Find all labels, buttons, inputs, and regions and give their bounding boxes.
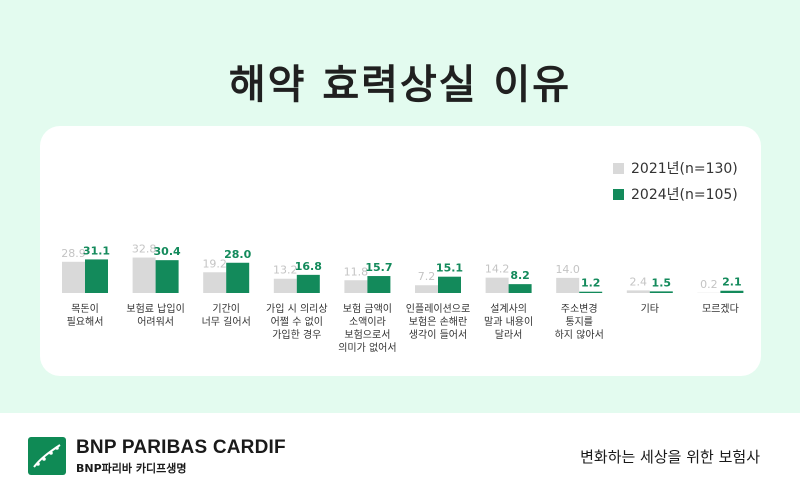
category-label: 기타 — [641, 303, 659, 315]
category-label: 하지 않아서 — [555, 328, 604, 341]
category-label: 의미가 없어서 — [338, 341, 396, 354]
category-label: 어려워서 — [137, 315, 174, 328]
data-label: 15.7 — [365, 261, 392, 274]
data-label: 8.2 — [510, 269, 529, 282]
bar-2024 — [508, 284, 532, 293]
legend-swatch — [613, 162, 624, 174]
category-label: 통지를 — [565, 316, 593, 328]
category-label: 주소변경 — [561, 302, 598, 315]
bar-2021 — [132, 257, 156, 293]
data-label: 0.2 — [700, 278, 718, 291]
legend-item: 2024년(n=105) — [613, 185, 738, 203]
category-label: 보험으로서 — [344, 329, 390, 341]
bar-2024 — [720, 290, 744, 293]
category-label: 인플레이션으로 — [406, 303, 470, 315]
bar-2024 — [438, 276, 461, 293]
category-label: 어쩔 수 없이 — [271, 315, 323, 328]
data-label: 1.2 — [581, 277, 601, 290]
bar-2024 — [579, 291, 603, 293]
data-label: 1.5 — [652, 276, 672, 289]
data-label: 31.1 — [83, 244, 110, 257]
data-label: 13.2 — [273, 264, 298, 277]
bar-2021 — [485, 277, 509, 293]
bar-2024 — [296, 274, 320, 293]
category-label: 보험은 손해란 — [409, 315, 467, 328]
category-label: 보험료 납입이 — [126, 302, 184, 315]
footer: BNP PARIBAS CARDIF BNP파리바 카디프생명 변화하는 세상을… — [0, 413, 800, 500]
data-label: 16.8 — [295, 260, 322, 273]
data-label: 14.2 — [485, 263, 510, 276]
category-label: 필요해서 — [67, 315, 104, 328]
category-label: 가입한 경우 — [272, 328, 321, 341]
bar-2024 — [155, 260, 179, 293]
category-label: 설계사의 — [490, 303, 527, 315]
legend-item: 2021년(n=130) — [613, 159, 738, 177]
bar-2021 — [556, 277, 580, 293]
bar-2021 — [273, 278, 297, 293]
category-label: 너무 길어서 — [202, 315, 251, 328]
page-title: 해약 효력상실 이유 — [228, 62, 572, 108]
data-label: 15.1 — [436, 262, 463, 275]
tagline: 변화하는 세상을 위한 보험사 — [580, 448, 760, 466]
data-label: 30.4 — [154, 245, 181, 258]
category-label: 가입 시 의리상 — [266, 302, 328, 315]
brand-name: BNP PARIBAS CARDIF — [76, 437, 286, 458]
bar-2024 — [649, 291, 673, 293]
data-label: 28.9 — [61, 247, 86, 260]
bar-2021 — [203, 272, 227, 293]
bnp-logo-icon — [28, 437, 66, 475]
bar-2021 — [62, 261, 85, 293]
bar-2024 — [226, 262, 250, 293]
legend-label: 2021년(n=130) — [631, 161, 738, 177]
category-label: 달라서 — [495, 329, 523, 341]
category-label: 소액이라 — [349, 316, 386, 328]
bar-2021 — [626, 290, 650, 293]
chart-card: 28.9 31.1 목돈이 필요해서 32.8 30.4 보험료 납입이 어려워서 19.2 28… — [40, 126, 761, 376]
category-label: 모르겠다 — [702, 303, 739, 315]
category-label: 말과 내용이 — [484, 316, 533, 328]
data-label: 32.8 — [132, 243, 157, 256]
category-label: 보험 금액이 — [343, 303, 392, 315]
data-label: 7.2 — [418, 270, 436, 283]
data-label: 2.1 — [722, 276, 742, 289]
category-label: 목돈이 — [71, 303, 99, 315]
bar-2024 — [367, 276, 391, 293]
chart-legend: 2021년(n=130) 2024년(n=105) — [613, 159, 738, 211]
data-label: 11.8 — [344, 265, 369, 278]
data-label: 2.4 — [630, 275, 648, 288]
category-label: 생각이 들어서 — [409, 329, 467, 341]
bar-2024 — [85, 259, 108, 293]
legend-label: 2024년(n=105) — [631, 187, 738, 203]
data-label: 14.0 — [555, 263, 580, 276]
data-label: 19.2 — [202, 257, 227, 270]
brand-subtitle: BNP파리바 카디프생명 — [76, 462, 187, 475]
data-label: 28.0 — [224, 248, 251, 261]
header-area: 해약 효력상실 이유 28.9 31.1 목돈이 필요해서 32.8 30.4 보험료 납입… — [0, 0, 800, 413]
legend-swatch — [613, 188, 624, 200]
bar-2021 — [415, 285, 438, 293]
bar-2021 — [344, 280, 368, 293]
category-label: 기간이 — [212, 303, 240, 315]
